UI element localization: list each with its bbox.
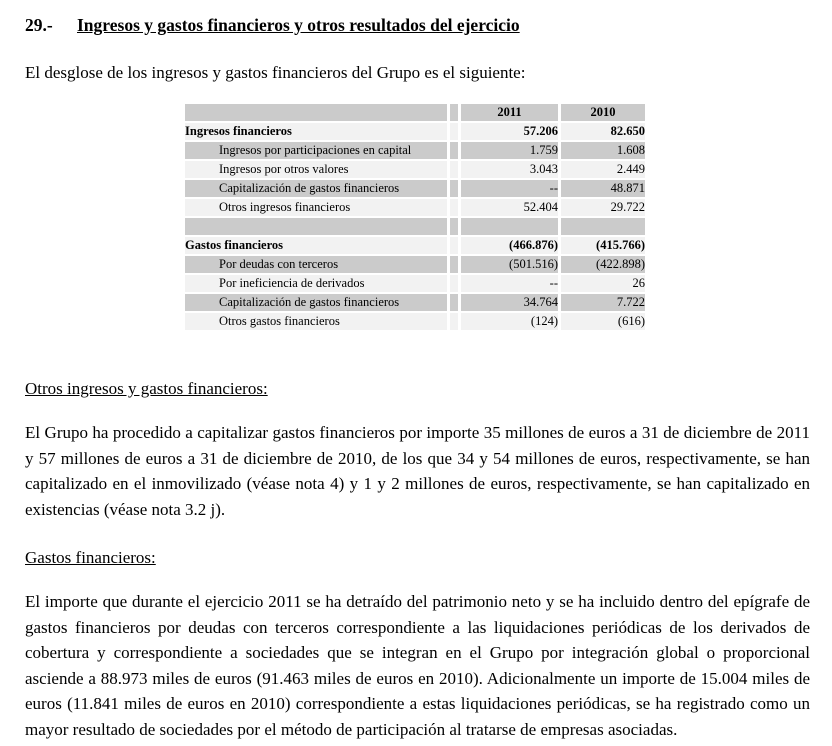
spacer-cell — [450, 123, 458, 140]
table-row: Otros gastos financieros (124) (616) — [185, 313, 645, 330]
value-2010-cell: 2.449 — [561, 161, 645, 178]
value-2011-cell — [461, 218, 558, 235]
value-2011-cell: 3.043 — [461, 161, 558, 178]
row-label-cell: Por deudas con terceros — [185, 256, 447, 273]
table-row: Por ineficiencia de derivados -- 26 — [185, 275, 645, 292]
row-label-cell: Ingresos por participaciones en capital — [185, 142, 447, 159]
spacer-cell — [450, 313, 458, 330]
section-otros-ingresos: Otros ingresos y gastos financieros: El … — [25, 377, 810, 522]
value-2011-cell: 1.759 — [461, 142, 558, 159]
value-2011-cell: 34.764 — [461, 294, 558, 311]
page-title: 29.- Ingresos y gastos financieros y otr… — [25, 14, 810, 36]
value-2011-cell: -- — [461, 275, 558, 292]
financial-table-body: 2011 2010 Ingresos financieros 57.206 82.650… — [185, 104, 645, 330]
row-label-cell: Otros ingresos financieros — [185, 199, 447, 216]
spacer-cell — [450, 180, 458, 197]
financial-table: 2011 2010 Ingresos financieros 57.206 82.650… — [182, 102, 648, 332]
table-row: Ingresos por participaciones en capital 1… — [185, 142, 645, 159]
value-2011-cell: 52.404 — [461, 199, 558, 216]
table-row: Gastos financieros (466.876) (415.766) — [185, 237, 645, 254]
header-year-2011: 2011 — [461, 104, 558, 121]
table-row: Capitalización de gastos financieros -- 48… — [185, 180, 645, 197]
table-header-row: 2011 2010 — [185, 104, 645, 121]
spacer-cell — [450, 142, 458, 159]
value-2010-cell: 48.871 — [561, 180, 645, 197]
row-label-cell: Otros gastos financieros — [185, 313, 447, 330]
table-row: Por deudas con terceros (501.516) (422.898… — [185, 256, 645, 273]
value-2010-cell: (415.766) — [561, 237, 645, 254]
value-2010-cell: 26 — [561, 275, 645, 292]
intro-paragraph: El desglose de los ingresos y gastos fin… — [25, 63, 526, 82]
spacer-cell — [450, 199, 458, 216]
spacer-cell — [450, 218, 458, 235]
financial-table-wrapper: 2011 2010 Ingresos financieros 57.206 82.650… — [182, 102, 810, 332]
value-2011-cell: (501.516) — [461, 256, 558, 273]
spacer-cell — [450, 294, 458, 311]
section-heading: Otros ingresos y gastos financieros: — [25, 379, 268, 398]
row-label-cell: Capitalización de gastos financieros — [185, 294, 447, 311]
spacer-cell — [450, 256, 458, 273]
value-2010-cell — [561, 218, 645, 235]
table-row: Capitalización de gastos financieros 34.7… — [185, 294, 645, 311]
value-2010-cell: 7.722 — [561, 294, 645, 311]
section-heading: Gastos financieros: — [25, 548, 156, 567]
value-2011-cell: 57.206 — [461, 123, 558, 140]
value-2010-cell: 1.608 — [561, 142, 645, 159]
table-row: Ingresos por otros valores 3.043 2.449 — [185, 161, 645, 178]
row-label-cell: Capitalización de gastos financieros — [185, 180, 447, 197]
header-label-cell — [185, 104, 447, 121]
section-gastos-financieros: Gastos financieros: El importe que duran… — [25, 546, 810, 742]
table-row: Otros ingresos financieros 52.404 29.722 — [185, 199, 645, 216]
row-label-cell: Ingresos financieros — [185, 123, 447, 140]
row-label-cell: Por ineficiencia de derivados — [185, 275, 447, 292]
row-label-cell: Ingresos por otros valores — [185, 161, 447, 178]
table-row — [185, 218, 645, 235]
value-2011-cell: (466.876) — [461, 237, 558, 254]
spacer-cell — [450, 104, 458, 121]
section-paragraph: El Grupo ha procedido a capitalizar gast… — [25, 423, 810, 519]
table-row: Ingresos financieros 57.206 82.650 — [185, 123, 645, 140]
value-2010-cell: 82.650 — [561, 123, 645, 140]
row-label-cell — [185, 218, 447, 235]
value-2011-cell: (124) — [461, 313, 558, 330]
value-2010-cell: 29.722 — [561, 199, 645, 216]
section-number: 29.- — [25, 15, 53, 35]
value-2010-cell: (422.898) — [561, 256, 645, 273]
value-2011-cell: -- — [461, 180, 558, 197]
section-title: Ingresos y gastos financieros y otros re… — [77, 15, 520, 35]
header-year-2010: 2010 — [561, 104, 645, 121]
value-2010-cell: (616) — [561, 313, 645, 330]
spacer-cell — [450, 275, 458, 292]
row-label-cell: Gastos financieros — [185, 237, 447, 254]
spacer-cell — [450, 237, 458, 254]
spacer-cell — [450, 161, 458, 178]
section-paragraph: El importe que durante el ejercicio 2011… — [25, 592, 810, 739]
